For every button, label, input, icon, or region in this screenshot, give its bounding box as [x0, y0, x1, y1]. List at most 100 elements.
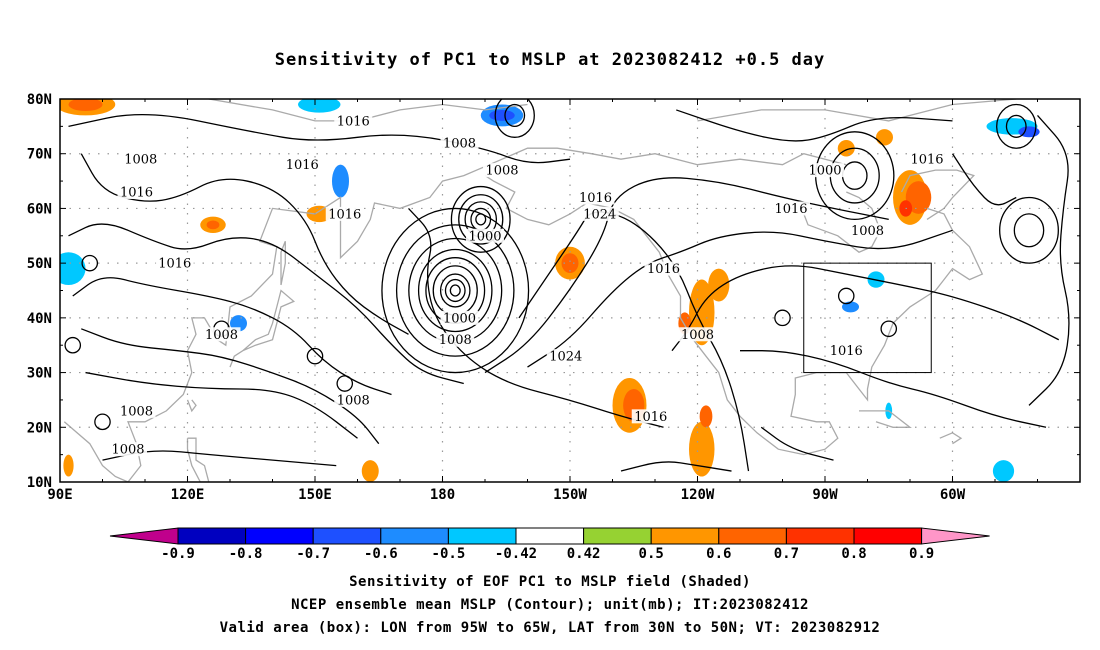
isobar [72, 277, 392, 396]
contour-label-bg [117, 185, 156, 200]
contour-label-bg [631, 409, 670, 424]
contour-label: 1016 [579, 191, 612, 206]
coastline [208, 99, 528, 122]
isobar [102, 450, 337, 467]
latitude-label: 70N [27, 147, 52, 163]
contour-label: 1008 [443, 136, 476, 151]
isobar [999, 196, 1059, 264]
colorbar-label: 0.9 [909, 546, 934, 562]
isobar [774, 309, 791, 327]
colorbar-swatch [515, 527, 585, 545]
contour-label: 1024 [583, 207, 616, 222]
sensitivity-patch [298, 99, 341, 113]
isobar [527, 229, 953, 368]
sensitivity-patch [306, 205, 332, 223]
coastline [186, 399, 197, 413]
contour-label: 1008 [124, 153, 157, 168]
sensitivity-patch [489, 109, 515, 121]
latitude-label: 80N [27, 92, 52, 108]
isobar [458, 194, 504, 245]
longitude-label: 150E [298, 487, 332, 503]
isobar [432, 265, 478, 316]
colorbar-label: -0.5 [432, 546, 466, 562]
isobar [395, 224, 515, 357]
chart-title: Sensitivity of PC1 to MSLP at 2023082412… [274, 50, 826, 70]
latitude-label: 20N [27, 420, 52, 436]
colorbar-under-triangle [109, 527, 179, 545]
contour-label-bg [772, 201, 810, 216]
contour-label: 1016 [830, 344, 863, 359]
sensitivity-patch [60, 252, 86, 286]
isobar [1028, 114, 1070, 406]
contour-label-bg [546, 349, 585, 364]
isobar [94, 413, 111, 431]
isobar [80, 153, 409, 335]
sensitivity-patch [905, 181, 932, 214]
contour-label-bg [644, 261, 683, 276]
contour-label-bg [202, 327, 241, 342]
contour-label: 1008 [485, 164, 518, 179]
contour-label: 1008 [681, 328, 714, 343]
isobar [620, 461, 732, 472]
contour-label: 1016 [158, 257, 191, 272]
coastline [186, 437, 210, 482]
isobar [518, 211, 750, 472]
sensitivity-patch [992, 460, 1015, 482]
isobar [494, 99, 535, 138]
latitude-label: 10N [27, 475, 52, 491]
isobar [449, 284, 461, 297]
isobar [880, 320, 898, 338]
contour-label-bg [580, 206, 619, 221]
colorbar-swatch [447, 527, 517, 545]
colorbar-swatch [650, 527, 720, 545]
coastline [939, 432, 963, 445]
longitude-label: 60W [940, 487, 966, 503]
isobar [417, 248, 493, 333]
latitude-label: 30N [27, 366, 52, 382]
coastline [229, 289, 296, 368]
contour-label-bg [678, 327, 717, 342]
contour-label: 1016 [647, 262, 680, 277]
longitude-label: 150W [553, 487, 587, 503]
colorbar-label: -0.42 [495, 546, 537, 562]
isobar [841, 161, 868, 190]
caption-line-2: NCEP ensemble mean MSLP (Contour); unit(… [291, 597, 809, 613]
sensitivity-patch [332, 164, 349, 198]
contour-label: 1016 [910, 153, 943, 168]
sensitivity-patch [68, 99, 103, 112]
colorbar-swatch [177, 527, 247, 545]
contour-label: 1008 [851, 224, 884, 239]
contour-label-bg [436, 332, 475, 347]
contour-label-bg [155, 256, 194, 271]
latitude-label: 40N [27, 311, 52, 327]
longitude-label: 120W [681, 487, 715, 503]
contour-label-bg [466, 228, 504, 243]
isobar [68, 113, 571, 164]
coastline [859, 410, 912, 428]
latitude-label: 60N [27, 201, 52, 217]
contour-label-bg [334, 392, 373, 407]
sensitivity-patch [689, 421, 715, 477]
isobar [1005, 114, 1027, 138]
longitude-label: 90W [812, 487, 838, 503]
colorbar-label: 0.8 [841, 546, 866, 562]
colorbar-swatch [245, 527, 314, 545]
colorbar-over-triangle [921, 527, 990, 545]
contour-label-bg [325, 206, 364, 221]
sensitivity-patch [708, 268, 730, 302]
contour-label-bg [848, 223, 887, 238]
sensitivity-patch [561, 253, 579, 273]
contour-label-bg [483, 163, 521, 178]
sensitivity-patch [63, 454, 74, 477]
coastline [697, 99, 1017, 122]
contour-label: 1000 [808, 164, 841, 179]
colorbar-swatch [853, 527, 923, 545]
valid-area-box [803, 262, 932, 374]
isobar [676, 109, 953, 142]
colorbar-swatch [312, 527, 382, 545]
colorbar-label: -0.7 [296, 546, 330, 562]
colorbar-label: -0.9 [161, 546, 195, 562]
longitude-label: 90E [47, 487, 72, 503]
contour-label: 1016 [328, 207, 361, 222]
